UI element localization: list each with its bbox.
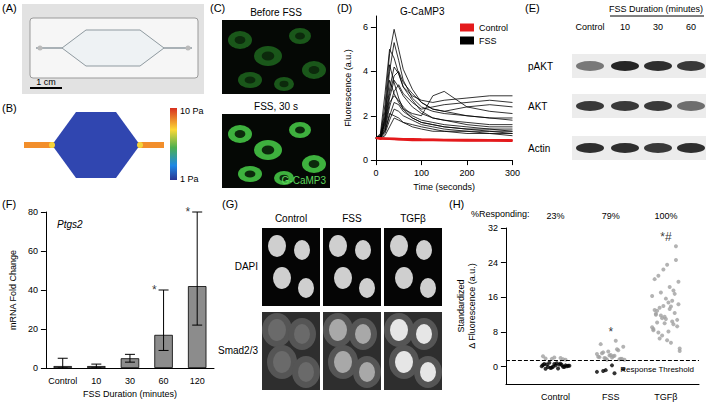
svg-text:(C): (C) xyxy=(210,2,225,14)
svg-text:Before FSS: Before FSS xyxy=(250,7,302,18)
svg-text:(E): (E) xyxy=(525,2,540,14)
svg-text:100%: 100% xyxy=(654,211,677,221)
svg-text:0: 0 xyxy=(33,363,38,373)
svg-text:pAKT: pAKT xyxy=(528,61,553,72)
svg-text:79%: 79% xyxy=(602,211,620,221)
svg-text:*: * xyxy=(186,205,191,219)
svg-text:TGFβ: TGFβ xyxy=(654,392,677,402)
svg-text:40: 40 xyxy=(28,285,38,295)
svg-text:(H): (H) xyxy=(449,198,464,210)
svg-text:300: 300 xyxy=(505,168,520,178)
svg-text:Control: Control xyxy=(275,213,307,224)
svg-text:10: 10 xyxy=(620,22,630,32)
svg-text:mRNA Fold Change: mRNA Fold Change xyxy=(8,250,18,330)
svg-text:23%: 23% xyxy=(547,211,565,221)
svg-text:32: 32 xyxy=(488,223,498,233)
svg-text:Control: Control xyxy=(479,23,508,33)
svg-text:Smad2/3: Smad2/3 xyxy=(218,345,258,356)
svg-text:Time (seconds): Time (seconds) xyxy=(413,182,475,192)
svg-text:30: 30 xyxy=(125,376,135,386)
svg-text:Response Threshold: Response Threshold xyxy=(620,365,694,374)
svg-text:G-CaMP3: G-CaMP3 xyxy=(282,175,327,186)
svg-text:Control: Control xyxy=(48,376,77,386)
svg-text:Control: Control xyxy=(541,392,570,402)
svg-text:1 cm: 1 cm xyxy=(36,77,56,87)
svg-text:AKT: AKT xyxy=(528,101,547,112)
svg-text:FSS, 30 s: FSS, 30 s xyxy=(254,101,298,112)
svg-text:Standardized: Standardized xyxy=(456,279,466,332)
svg-text:Actin: Actin xyxy=(528,143,550,154)
svg-text:FSS Duration (minutes): FSS Duration (minutes) xyxy=(83,389,177,399)
svg-text:G-CaMP3: G-CaMP3 xyxy=(400,6,445,17)
svg-text:Ptgs2: Ptgs2 xyxy=(57,219,83,230)
svg-text:FSS: FSS xyxy=(479,36,497,46)
svg-text:80: 80 xyxy=(28,207,38,217)
svg-text:60: 60 xyxy=(28,246,38,256)
svg-text:Δ Fluorescence (a.u.): Δ Fluorescence (a.u.) xyxy=(467,263,477,349)
svg-text:0: 0 xyxy=(373,168,378,178)
svg-text:*: * xyxy=(608,325,613,339)
svg-text:(A): (A) xyxy=(2,2,17,14)
svg-text:4: 4 xyxy=(363,66,368,76)
svg-text:8: 8 xyxy=(493,327,498,337)
svg-text:0: 0 xyxy=(493,362,498,372)
svg-text:FSS: FSS xyxy=(602,392,620,402)
svg-text:Control: Control xyxy=(575,22,604,32)
svg-text:DAPI: DAPI xyxy=(235,261,258,272)
svg-text:0: 0 xyxy=(363,155,368,165)
svg-text:*: * xyxy=(152,283,157,297)
svg-text:16: 16 xyxy=(488,292,498,302)
svg-text:20: 20 xyxy=(28,324,38,334)
svg-text:100: 100 xyxy=(414,168,429,178)
svg-text:2: 2 xyxy=(363,111,368,121)
svg-text:10: 10 xyxy=(91,376,101,386)
svg-text:TGFβ: TGFβ xyxy=(400,213,426,224)
svg-text:Fluorescence (a.u.): Fluorescence (a.u.) xyxy=(343,49,353,127)
svg-text:6: 6 xyxy=(363,22,368,32)
svg-text:(F): (F) xyxy=(2,198,16,210)
svg-text:%Responding:: %Responding: xyxy=(471,209,530,219)
svg-text:(G): (G) xyxy=(222,198,238,210)
svg-text:120: 120 xyxy=(190,376,205,386)
svg-text:60: 60 xyxy=(686,22,696,32)
svg-text:*#: *# xyxy=(660,230,672,244)
svg-text:FSS: FSS xyxy=(342,213,362,224)
svg-text:(B): (B) xyxy=(2,102,17,114)
svg-text:1 Pa: 1 Pa xyxy=(180,174,199,184)
svg-text:200: 200 xyxy=(459,168,474,178)
svg-text:24: 24 xyxy=(488,258,498,268)
svg-text:10 Pa: 10 Pa xyxy=(180,106,204,116)
svg-text:30: 30 xyxy=(653,22,663,32)
svg-text:FSS Duration (minutes): FSS Duration (minutes) xyxy=(609,4,703,14)
svg-text:(D): (D) xyxy=(337,2,352,14)
svg-text:60: 60 xyxy=(159,376,169,386)
